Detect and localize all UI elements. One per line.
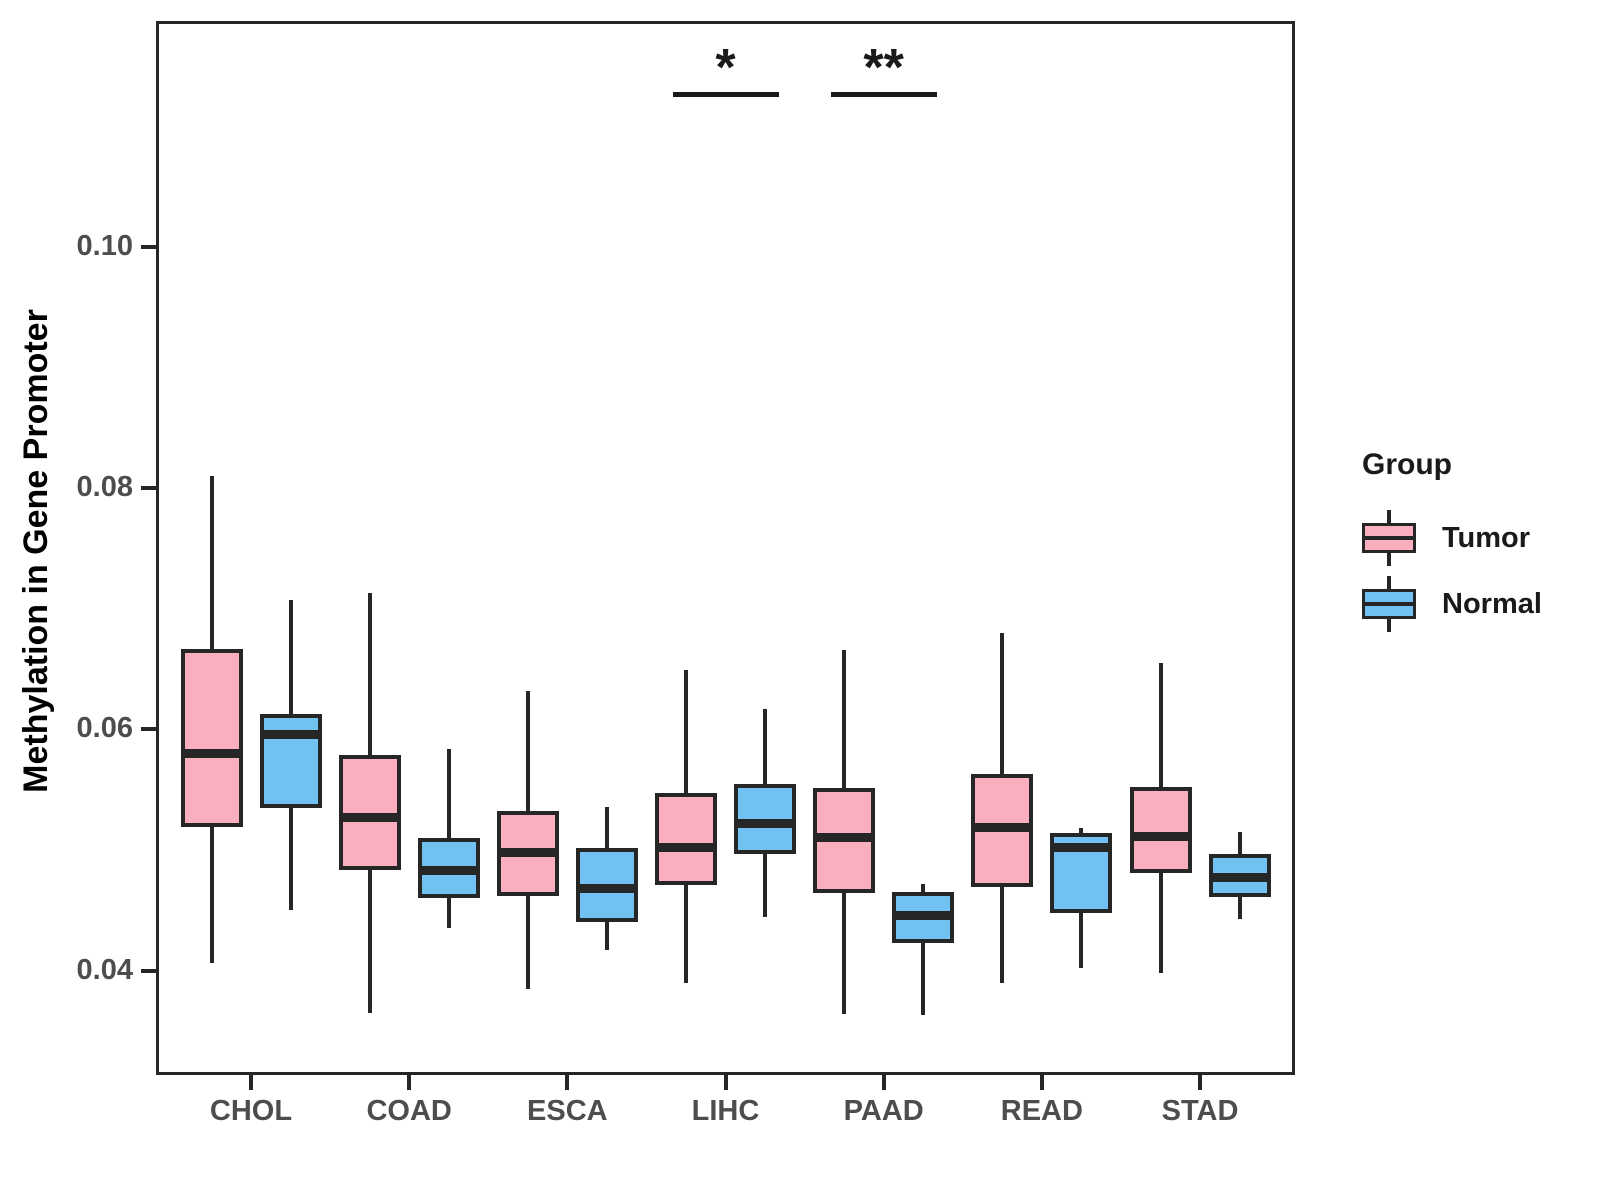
y-axis-tick-label: 0.06: [76, 712, 133, 745]
x-axis-tick-label-esca: ESCA: [527, 1095, 608, 1127]
legend: Group Tumor Normal: [1340, 438, 1600, 678]
plot-panel-border: [156, 21, 1295, 1075]
boxplot-esca-tumor-median: [500, 847, 555, 857]
boxplot-coad-tumor-median: [342, 812, 397, 822]
x-axis-tick-mark: [565, 1075, 570, 1090]
y-axis-tick-mark: [141, 486, 157, 491]
legend-entry-tumor: Tumor: [1362, 510, 1530, 566]
boxplot-lihc-tumor-box: [655, 793, 717, 885]
x-axis-tick-mark: [881, 1075, 886, 1090]
y-axis-tick-mark: [141, 727, 157, 732]
x-axis-tick-mark: [723, 1075, 728, 1090]
boxplot-coad-normal-median: [421, 865, 476, 875]
y-axis-tick-mark: [141, 968, 157, 973]
x-axis-tick-mark: [1198, 1075, 1203, 1090]
x-axis-tick-label-chol: CHOL: [209, 1095, 293, 1127]
y-axis-title: Methylation in Gene Promoter: [17, 309, 55, 793]
legend-label-normal: Normal: [1442, 587, 1542, 620]
legend-entry-normal: Normal: [1362, 576, 1542, 632]
x-axis-tick-mark: [1039, 1075, 1044, 1090]
boxplot-glyph-icon: [1362, 576, 1416, 632]
x-axis-tick-mark: [407, 1075, 412, 1090]
boxplot-paad-tumor-median: [817, 833, 872, 843]
boxplot-esca-normal-median: [579, 884, 634, 894]
glyph-median: [1365, 602, 1413, 606]
boxplot-stad-normal-median: [1212, 873, 1267, 883]
boxplot-lihc-normal-median: [738, 818, 792, 828]
boxplot-chol-tumor-box: [180, 648, 243, 828]
boxplot-lihc-normal-box: [734, 783, 796, 854]
y-axis-tick-label: 0.08: [76, 471, 133, 504]
boxplot-read-tumor-median: [975, 822, 1030, 832]
boxplot-coad-tumor-box: [338, 754, 401, 871]
legend-label-tumor: Tumor: [1442, 521, 1531, 554]
x-axis-tick-label-lihc: LIHC: [691, 1095, 760, 1127]
boxplot-chol-tumor-median: [184, 749, 239, 759]
glyph-median: [1365, 536, 1413, 540]
y-axis-tick-label: 0.04: [76, 953, 133, 986]
boxplot-paad-normal-median: [896, 910, 951, 920]
significance-bracket-paad: [830, 91, 937, 97]
significance-label-lihc: *: [715, 38, 736, 97]
boxplot-read-normal-median: [1054, 843, 1109, 853]
x-axis-tick-mark: [249, 1075, 253, 1090]
boxplot-stad-tumor-box: [1129, 787, 1192, 873]
y-axis-tick-mark: [141, 245, 157, 250]
y-axis-tick-label: 0.10: [76, 230, 133, 263]
boxplot-chol-normal-box: [259, 713, 322, 808]
boxplot-stad-tumor-median: [1133, 832, 1188, 842]
boxplot-chol-normal-median: [263, 729, 318, 739]
x-axis-tick-label-read: READ: [1000, 1095, 1083, 1127]
x-axis-tick-label-stad: STAD: [1161, 1095, 1239, 1127]
x-axis-tick-label-paad: PAAD: [843, 1095, 924, 1127]
legend-title: Group: [1362, 448, 1452, 481]
significance-label-paad: **: [863, 38, 904, 97]
boxplot-lihc-tumor-median: [659, 843, 713, 853]
boxplot-glyph-icon: [1362, 510, 1416, 566]
significance-bracket-lihc: [672, 91, 779, 97]
x-axis-tick-label-coad: COAD: [366, 1095, 452, 1127]
boxplot-paad-normal-whisker: [921, 883, 926, 1016]
